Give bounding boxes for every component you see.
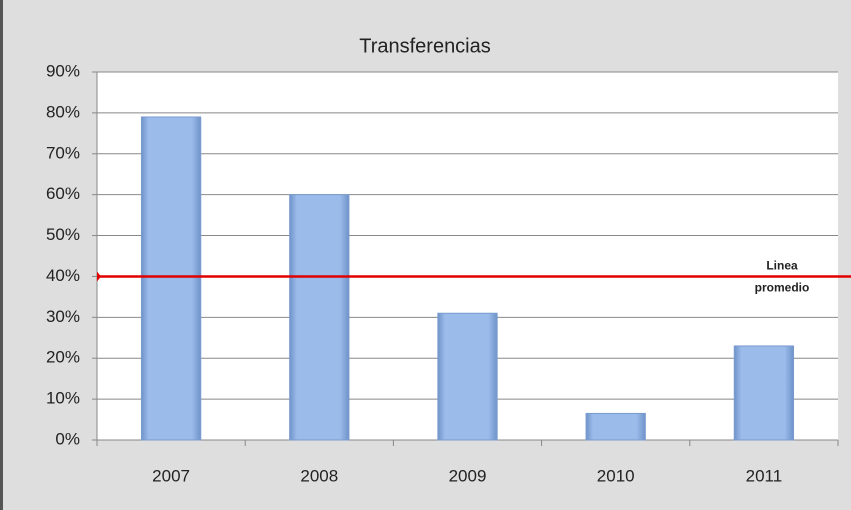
y-tick-label: 90% xyxy=(46,61,80,80)
y-tick-label: 30% xyxy=(46,307,80,326)
bar xyxy=(585,412,646,441)
chart-title: Transferencias xyxy=(359,35,491,57)
reference-label: promedio xyxy=(755,281,810,295)
left-border xyxy=(0,0,3,510)
x-tick-label: 2011 xyxy=(746,466,783,485)
bar xyxy=(289,194,350,441)
y-tick-label: 40% xyxy=(46,266,80,285)
y-tick-label: 20% xyxy=(46,348,80,367)
bar xyxy=(437,312,498,441)
y-tick-label: 0% xyxy=(55,429,80,448)
x-tick-label: 2009 xyxy=(449,466,487,485)
y-tick-label: 10% xyxy=(46,389,80,408)
y-tick-label: 60% xyxy=(46,184,80,203)
x-tick-label: 2008 xyxy=(300,466,338,485)
reference-label: Linea xyxy=(766,259,798,273)
x-tick-label: 2010 xyxy=(597,466,635,485)
bar xyxy=(140,116,202,441)
y-tick-label: 50% xyxy=(46,225,80,244)
x-tick-label: 2007 xyxy=(152,466,190,485)
bar xyxy=(733,345,795,441)
y-tick-label: 70% xyxy=(46,143,80,162)
y-tick-label: 80% xyxy=(46,102,80,121)
reference-marker xyxy=(97,271,101,282)
